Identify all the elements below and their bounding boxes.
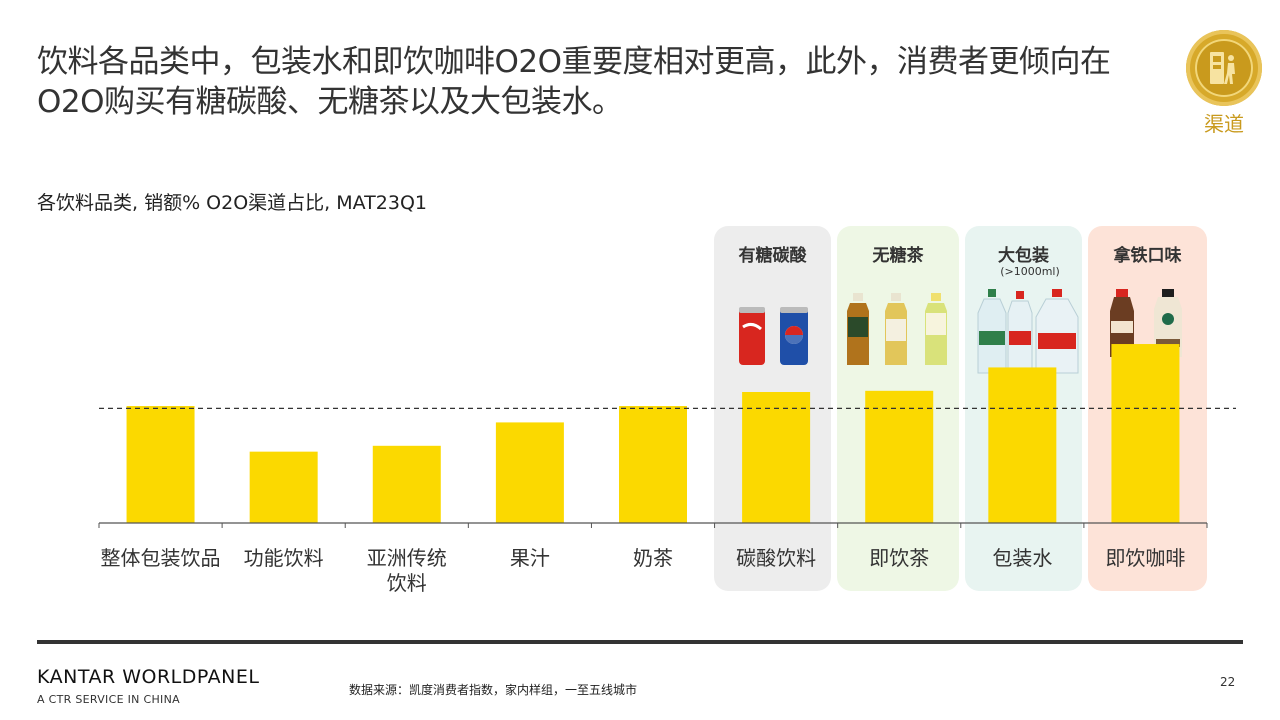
panel-note-large-water: (>1000ml) [1000,265,1060,278]
bar-6 [865,390,934,523]
tea-bottles-image [847,293,947,365]
channel-store-icon [1210,52,1235,84]
soda-cans-image [739,307,808,365]
x-tick-label-5: 碳酸饮料 [736,546,816,570]
brand-logo: KANTAR WORLDPANEL [37,666,260,688]
x-tick-label-0: 整体包装饮品 [101,546,221,570]
bar-8 [1111,344,1180,523]
page-number: 22 [1220,675,1236,689]
bar-3 [495,422,564,523]
water-bottles-image [977,289,1079,374]
panel-title-large-water: 大包装 [998,246,1049,266]
x-tick-label-3: 果汁 [510,546,550,570]
brand-subtitle: A CTR SERVICE IN CHINA [37,693,180,706]
bar-1 [249,451,318,523]
headline: 饮料各品类中，包装水和即饮咖啡O2O重要度相对更高，此外，消费者更倾向在O2O购… [37,44,1111,120]
x-tick-label-7: 包装水 [992,546,1052,570]
chart-subtitle: 各饮料品类, 销额% O2O渠道占比, MAT23Q1 [37,192,427,214]
bar-4 [619,406,687,523]
bar-7 [988,367,1057,523]
x-tick-label-1: 功能饮料 [244,546,324,570]
x-tick-label-2-line1: 饮料 [387,571,427,595]
x-tick-label-4: 奶茶 [633,546,673,570]
bar-5 [742,391,811,523]
bar-0 [126,406,195,523]
x-tick-label-2-line0: 亚洲传统 [367,546,447,570]
channel-badge [1186,30,1262,106]
coffee-bottles-image [1110,289,1182,357]
footer-rule [37,640,1243,644]
panel-title-sugar-soda: 有糖碳酸 [738,246,807,266]
badge-label: 渠道 [1204,112,1244,136]
panel-title-sugar-free-tea: 无糖茶 [872,246,924,266]
panel-title-latte: 拿铁口味 [1113,246,1182,266]
data-source: 数据来源：凯度消费者指数，家内样组，一至五线城市 [349,683,638,697]
x-tick-label-6: 即饮茶 [869,546,929,570]
x-tick-label-8: 即饮咖啡 [1105,546,1185,570]
bar-2 [372,445,441,523]
